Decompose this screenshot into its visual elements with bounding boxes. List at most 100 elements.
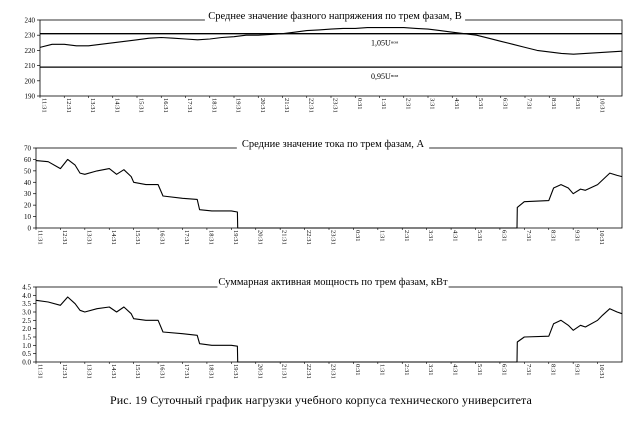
x-tick-label: 5:31 [476,230,483,242]
x-tick-label: 19:31 [232,364,239,379]
plot-area [39,19,623,97]
y-tick-label: 50 [24,167,32,175]
x-tick-label: 1:31 [378,230,385,242]
y-tick-label: 200 [25,77,36,85]
x-tick-label: 17:31 [183,230,190,245]
x-tick-label: 7:31 [526,98,533,110]
x-tick-label: 12:31 [61,230,68,245]
x-tick-label: 17:31 [186,98,193,113]
y-tick-label: 3.5 [22,300,31,308]
x-tick-label: 23:31 [332,98,339,113]
x-tick-label: 9:31 [574,364,581,376]
reference-line-label: 0,95Uном [371,72,398,81]
y-tick-label: 0.0 [22,359,31,367]
x-tick-label: 11:31 [37,364,44,379]
x-tick-label: 8:31 [549,230,556,242]
figure-caption: Рис. 19 Суточный график нагрузки учебног… [110,393,532,407]
x-tick-label: 22:31 [307,98,314,113]
x-tick-label: 7:31 [525,230,532,242]
x-tick-label: 18:31 [207,230,214,245]
y-tick-label: 0.5 [22,350,31,358]
chart-title: Средние значение тока по трем фазам, А [242,139,425,150]
x-tick-label: 3:31 [427,230,434,242]
y-tick-label: 4.0 [22,292,31,300]
y-tick-label: 10 [24,213,32,221]
x-tick-label: 7:31 [525,364,532,376]
x-tick-label: 2:31 [403,230,410,242]
x-tick-label: 6:31 [500,364,507,376]
x-tick-label: 23:31 [330,364,337,379]
x-tick-label: 2:31 [404,98,411,110]
x-tick-label: 8:31 [550,98,557,110]
x-tick-label: 1:31 [378,364,385,376]
y-tick-label: 240 [25,17,36,25]
x-tick-label: 17:31 [183,364,190,379]
x-tick-label: 6:31 [500,230,507,242]
x-tick-label: 4:31 [452,230,459,242]
x-tick-label: 21:31 [281,230,288,245]
series-line [35,158,623,229]
chart-title-bg [217,276,449,288]
x-tick-label: 13:31 [89,98,96,113]
x-tick-label: 1:31 [380,98,387,110]
y-tick-label: 4.5 [22,284,31,292]
x-tick-label: 12:31 [61,364,68,379]
x-tick-label: 5:31 [477,98,484,110]
plot-area [35,286,623,363]
x-tick-label: 11:31 [41,98,48,113]
x-tick-label: 11:31 [37,230,44,245]
chart-title-bg [204,10,466,22]
x-tick-label: 12:31 [65,98,72,113]
x-tick-label: 15:31 [134,364,141,379]
x-tick-label: 15:31 [138,98,145,113]
y-tick-label: 0 [28,225,32,233]
chart-title-bg [236,138,430,150]
x-tick-label: 9:31 [574,98,581,110]
x-tick-label: 19:31 [235,98,242,113]
x-tick-label: 20:31 [259,98,266,113]
chart-title: Суммарная активная мощность по трем фаза… [218,277,448,288]
x-tick-label: 22:31 [305,364,312,379]
x-tick-label: 21:31 [283,98,290,113]
voltage-chart: 190 200 210 220 230 240 11:31 12:31 13:31 14:31 15… [25,10,623,113]
y-tick-label: 220 [25,47,36,55]
series-line [39,27,623,55]
series-line [35,296,623,363]
x-tick-label: 13:31 [85,364,92,379]
x-tick-label: 15:31 [134,230,141,245]
x-tick-label: 13:31 [85,230,92,245]
y-tick-label: 40 [24,179,32,187]
y-tick-label: 30 [24,190,32,198]
x-tick-label: 16:31 [162,98,169,113]
x-tick-label: 3:31 [429,98,436,110]
x-tick-label: 0:31 [354,364,361,376]
y-tick-label: 20 [24,202,32,210]
x-tick-label: 23:31 [330,230,337,245]
y-tick-label: 2.5 [22,317,31,325]
x-tick-label: 14:31 [110,364,117,379]
x-tick-label: 14:31 [110,230,117,245]
x-tick-label: 22:31 [305,230,312,245]
x-tick-label: 3:31 [427,364,434,376]
reference-line-label: 1,05Uном [371,39,398,48]
x-tick-label: 10:31 [598,98,605,113]
x-tick-label: 4:31 [452,364,459,376]
y-tick-label: 210 [25,62,36,70]
x-tick-label: 4:31 [453,98,460,110]
x-tick-label: 20:31 [256,230,263,245]
current-chart: 0 10 20 30 40 50 60 70 11:31 12:31 13:31 14:31 15:31… [24,138,623,245]
x-tick-label: 16:31 [159,230,166,245]
x-tick-label: 14:31 [113,98,120,113]
plot-area [35,147,623,229]
y-tick-label: 1.0 [22,342,31,350]
y-tick-label: 3.0 [22,309,31,317]
x-tick-label: 18:31 [207,364,214,379]
power-chart: 0.00.51.01.52.02.53.03.54.04.5 11:31 12:31… [22,276,623,379]
x-tick-label: 16:31 [159,364,166,379]
x-tick-label: 9:31 [574,230,581,242]
x-tick-label: 2:31 [403,364,410,376]
x-tick-label: 20:31 [256,364,263,379]
x-tick-label: 0:31 [356,98,363,110]
x-tick-label: 6:31 [501,98,508,110]
